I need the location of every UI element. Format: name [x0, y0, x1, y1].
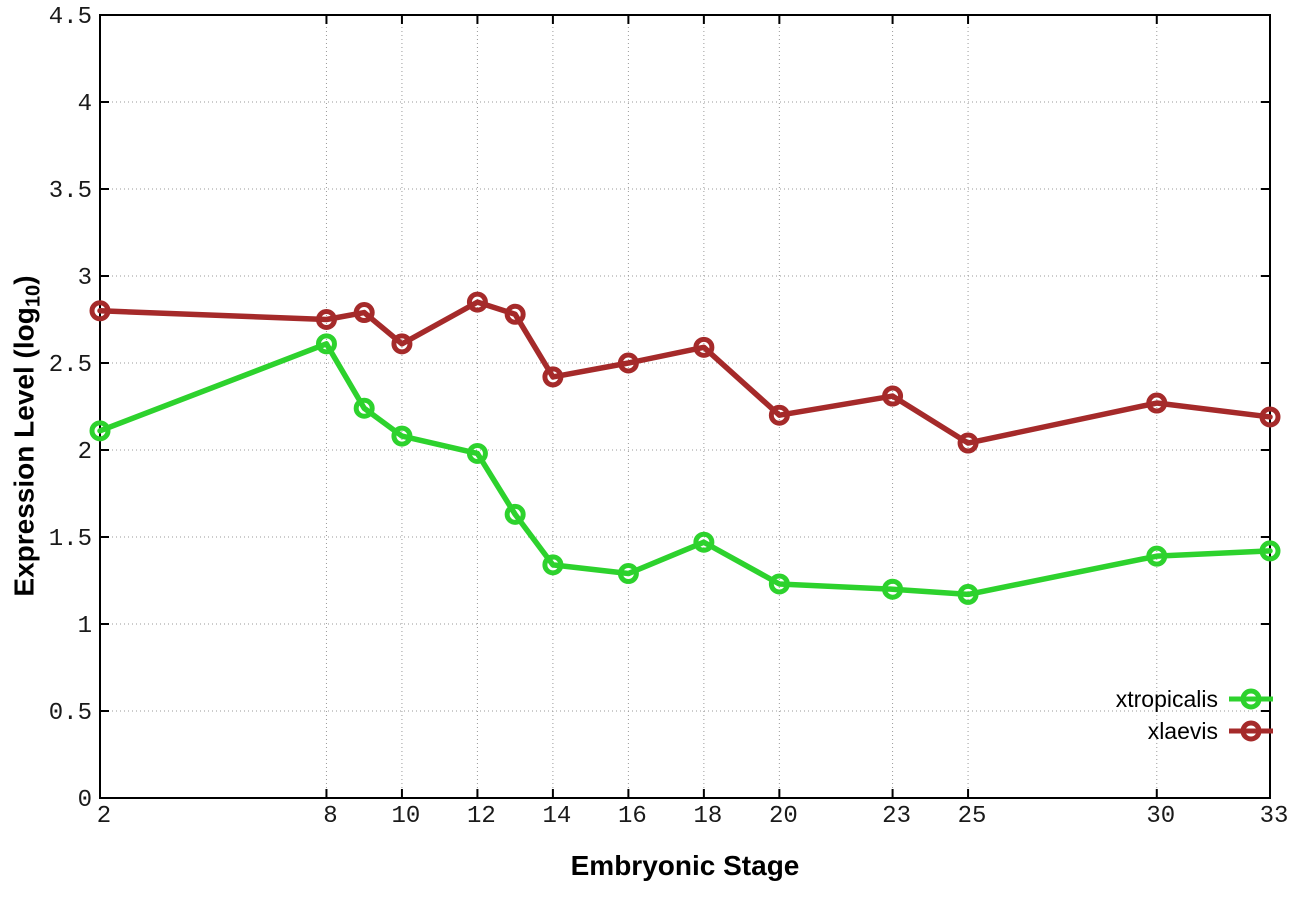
data-point-marker-xlaevis [1259, 406, 1281, 428]
x-tick-label: 25 [958, 803, 987, 830]
data-point-marker-xtropicalis [693, 531, 715, 553]
data-point-marker-xlaevis [89, 300, 111, 322]
y-tick-label: 2 [78, 439, 92, 466]
y-tick-label: 1.5 [49, 526, 92, 553]
legend: xtropicalis xlaevis [1116, 685, 1274, 745]
data-point-marker-xtropicalis [882, 578, 904, 600]
data-point-marker-xtropicalis [542, 554, 564, 576]
data-point-marker-xtropicalis [391, 425, 413, 447]
y-tick-label: 0.5 [49, 700, 92, 727]
data-point-marker-xlaevis [693, 336, 715, 358]
data-point-marker-xtropicalis [466, 442, 488, 464]
y-axis-title: Expression Level (log10) [9, 275, 46, 596]
x-axis-title: Embryonic Stage [570, 850, 800, 881]
series-line-xlaevis [97, 299, 1273, 446]
plot-border [99, 14, 1271, 799]
y-tick-label: 0 [78, 787, 92, 814]
data-point-marker-xlaevis [957, 432, 979, 454]
data-point-marker-xlaevis [768, 404, 790, 426]
y-tick-label: 2.5 [49, 352, 92, 379]
y-axis-title-text: Expression Level (log [8, 307, 40, 597]
y-tick-label: 3 [78, 265, 92, 292]
legend-label: xtropicalis [1115, 685, 1218, 712]
y-axis-title-suffix: ) [8, 275, 40, 285]
x-tick-label: 2 [97, 803, 111, 830]
x-tick-label: 30 [1146, 803, 1175, 830]
data-point-marker-xtropicalis [957, 583, 979, 605]
x-tick-label: 8 [323, 803, 337, 830]
data-point-marker-xtropicalis [353, 397, 375, 419]
x-tick-label: 23 [882, 803, 911, 830]
y-tick-label: 3.5 [49, 178, 92, 205]
data-point-marker-xtropicalis [617, 563, 639, 585]
data-point-marker-xlaevis [315, 309, 337, 330]
y-tick-label: 4 [78, 91, 92, 118]
legend-marker-open-circle [1229, 688, 1273, 710]
legend-label: xlaevis [1147, 717, 1218, 744]
y-tick-label: 4.5 [49, 4, 92, 31]
data-point-marker-xtropicalis [1146, 545, 1168, 567]
data-point-marker-xlaevis [466, 291, 488, 313]
data-point-marker-xtropicalis [315, 333, 337, 355]
legend-item: xtropicalis [1116, 685, 1274, 713]
y-axis-title-subscript: 10 [22, 284, 45, 308]
y-tick-label: 1 [78, 613, 92, 640]
x-tick-label: 14 [542, 803, 571, 830]
data-point-marker-xlaevis [1146, 392, 1168, 414]
data-point-marker-xlaevis [353, 302, 375, 324]
x-tick-label: 33 [1260, 803, 1289, 830]
data-point-marker-xtropicalis [89, 420, 111, 442]
data-point-marker-xtropicalis [768, 573, 790, 595]
data-point-marker-xtropicalis [1259, 540, 1281, 562]
data-point-marker-xlaevis [617, 352, 639, 374]
x-tick-label: 18 [693, 803, 722, 830]
legend-item: xlaevis [1148, 717, 1274, 745]
series-line-xtropicalis [97, 341, 1273, 598]
x-tick-label: 20 [769, 803, 798, 830]
data-point-marker-xlaevis [391, 333, 413, 355]
legend-marker-open-circle [1229, 720, 1273, 742]
data-point-marker-xlaevis [504, 303, 526, 325]
data-point-marker-xlaevis [882, 385, 904, 407]
data-point-marker-xtropicalis [504, 503, 526, 525]
x-tick-label: 10 [392, 803, 421, 830]
x-tick-label: 16 [618, 803, 647, 830]
x-tick-label: 12 [467, 803, 496, 830]
data-point-marker-xlaevis [542, 366, 564, 388]
